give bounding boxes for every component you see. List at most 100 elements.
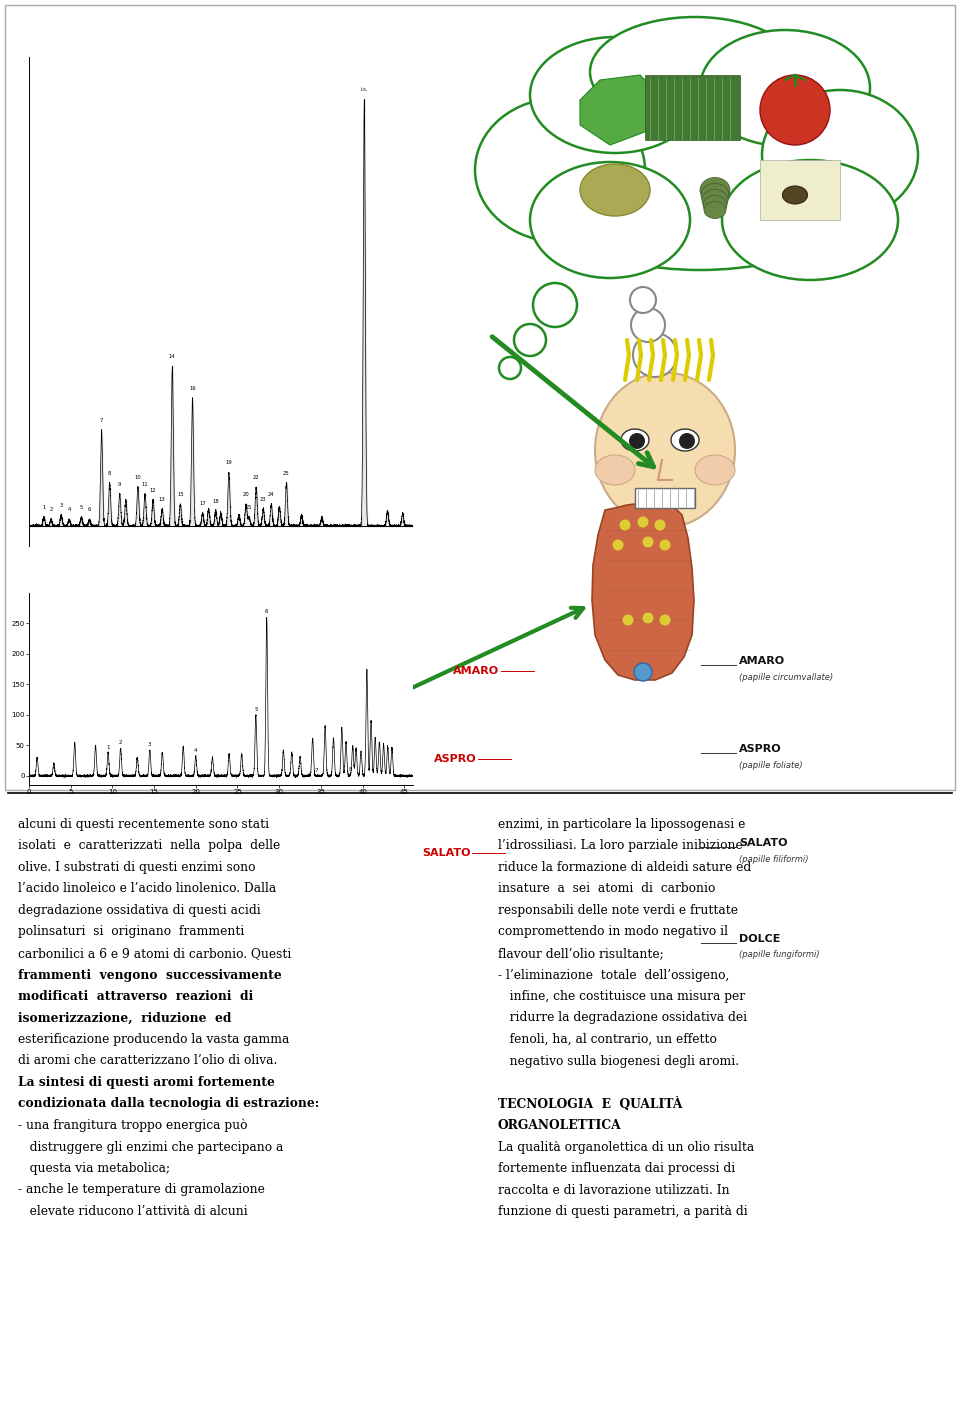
Text: flavour dell’olio risultante;: flavour dell’olio risultante; — [498, 947, 663, 960]
Text: - una frangitura troppo energica può: - una frangitura troppo energica può — [18, 1119, 248, 1132]
Text: l’idrossiliasi. La loro parziale inibizione: l’idrossiliasi. La loro parziale inibizi… — [498, 839, 743, 853]
Text: 24: 24 — [268, 492, 275, 498]
Circle shape — [533, 283, 577, 327]
Circle shape — [619, 519, 631, 530]
Text: carbonilici a 6 e 9 atomi di carbonio. Questi: carbonilici a 6 e 9 atomi di carbonio. Q… — [18, 947, 292, 960]
Text: fortemente influenzata dai processi di: fortemente influenzata dai processi di — [498, 1162, 735, 1175]
Text: compromettendo in modo negativo il: compromettendo in modo negativo il — [498, 926, 728, 939]
Ellipse shape — [580, 164, 650, 216]
Circle shape — [612, 539, 623, 550]
Circle shape — [660, 614, 670, 626]
Text: 25: 25 — [283, 471, 290, 476]
Text: 21: 21 — [246, 505, 252, 510]
Polygon shape — [592, 503, 694, 680]
Text: olive. I substrati di questi enzimi sono: olive. I substrati di questi enzimi sono — [18, 860, 255, 875]
Ellipse shape — [530, 37, 700, 154]
Text: 22: 22 — [252, 475, 259, 481]
Text: raccolta e di lavorazione utilizzati. In: raccolta e di lavorazione utilizzati. In — [498, 1183, 730, 1196]
Text: 19: 19 — [226, 461, 232, 465]
Text: infine, che costituisce una misura per: infine, che costituisce una misura per — [498, 990, 745, 1003]
Text: 7: 7 — [100, 418, 104, 422]
FancyBboxPatch shape — [760, 161, 840, 220]
Ellipse shape — [530, 162, 690, 277]
Text: AMARO: AMARO — [453, 665, 499, 677]
Circle shape — [679, 434, 695, 449]
Text: 4: 4 — [67, 508, 71, 512]
Ellipse shape — [762, 90, 918, 220]
Text: 17: 17 — [200, 501, 206, 506]
Circle shape — [655, 519, 665, 530]
Text: ASPRO: ASPRO — [434, 754, 476, 765]
Ellipse shape — [595, 455, 635, 485]
Ellipse shape — [621, 429, 649, 451]
FancyBboxPatch shape — [5, 6, 955, 791]
Text: responsabili delle note verdi e fruttate: responsabili delle note verdi e fruttate — [498, 904, 738, 917]
Text: 13: 13 — [158, 496, 165, 502]
Text: - anche le temperature di gramolazione: - anche le temperature di gramolazione — [18, 1183, 265, 1196]
Circle shape — [637, 516, 649, 528]
Text: composti volatili: composti volatili — [108, 412, 276, 429]
Text: 23: 23 — [260, 496, 267, 502]
Text: 3: 3 — [148, 742, 152, 747]
Text: 2: 2 — [49, 508, 53, 512]
Text: SALATO: SALATO — [739, 838, 788, 849]
FancyBboxPatch shape — [635, 488, 695, 508]
Text: SALATO: SALATO — [421, 848, 470, 859]
Ellipse shape — [700, 30, 870, 146]
Ellipse shape — [695, 455, 735, 485]
Ellipse shape — [704, 202, 726, 219]
Text: distruggere gli enzimi che partecipano a: distruggere gli enzimi che partecipano a — [18, 1140, 283, 1153]
Text: isomerizzazione,  riduzione  ed: isomerizzazione, riduzione ed — [18, 1011, 231, 1024]
Ellipse shape — [700, 178, 730, 202]
Text: 1: 1 — [107, 745, 109, 749]
Text: enzimi, in particolare la lipossogenasi e: enzimi, in particolare la lipossogenasi … — [498, 818, 745, 830]
Text: 6: 6 — [87, 508, 91, 512]
Text: 3: 3 — [60, 503, 62, 508]
Circle shape — [631, 309, 665, 343]
Circle shape — [760, 75, 830, 145]
FancyBboxPatch shape — [645, 75, 740, 139]
Text: 7: 7 — [315, 768, 319, 772]
Text: (papille circumvallate): (papille circumvallate) — [739, 673, 833, 681]
Text: 20: 20 — [243, 492, 250, 498]
Text: 8: 8 — [108, 471, 111, 476]
Ellipse shape — [701, 183, 729, 206]
Text: 5: 5 — [254, 707, 257, 712]
Text: 10: 10 — [134, 475, 141, 481]
Text: 6: 6 — [265, 609, 269, 614]
Text: fenoli, ha, al contrario, un effetto: fenoli, ha, al contrario, un effetto — [498, 1032, 717, 1047]
Text: funzione di questi parametri, a parità di: funzione di questi parametri, a parità d… — [498, 1204, 748, 1219]
Circle shape — [629, 434, 645, 449]
Text: 12: 12 — [150, 488, 156, 493]
Ellipse shape — [475, 98, 645, 242]
Circle shape — [514, 324, 546, 356]
Circle shape — [642, 536, 654, 547]
Text: questa via metabolica;: questa via metabolica; — [18, 1162, 170, 1175]
Text: La qualità organolettica di un olio risulta: La qualità organolettica di un olio risu… — [498, 1140, 755, 1153]
Text: negativo sulla biogenesi degli aromi.: negativo sulla biogenesi degli aromi. — [498, 1055, 739, 1068]
Circle shape — [642, 613, 654, 623]
Text: 16: 16 — [189, 385, 196, 391]
Text: DOLCE: DOLCE — [739, 933, 780, 944]
Text: 4: 4 — [194, 748, 198, 754]
Ellipse shape — [702, 189, 728, 210]
Text: 14: 14 — [169, 354, 176, 358]
Text: composti fenolici: composti fenolici — [106, 725, 278, 744]
Text: i.s.: i.s. — [361, 87, 368, 92]
Text: (papille foliate): (papille foliate) — [739, 761, 803, 769]
Ellipse shape — [782, 186, 807, 203]
Circle shape — [634, 663, 652, 681]
Text: 8: 8 — [348, 768, 352, 772]
Text: (papille fungiformi): (papille fungiformi) — [739, 950, 820, 958]
Ellipse shape — [671, 429, 699, 451]
Text: 11: 11 — [142, 482, 149, 486]
Ellipse shape — [505, 60, 895, 270]
Text: frammenti  vengono  successivamente: frammenti vengono successivamente — [18, 968, 281, 981]
Circle shape — [499, 357, 521, 380]
Ellipse shape — [703, 195, 727, 215]
Text: riduce la formazione di aldeidi sature ed: riduce la formazione di aldeidi sature e… — [498, 860, 752, 875]
Circle shape — [633, 333, 677, 377]
Text: (papille filiformi): (papille filiformi) — [739, 855, 808, 863]
Text: degradazione ossidativa di questi acidi: degradazione ossidativa di questi acidi — [18, 904, 261, 917]
Text: modificati  attraverso  reazioni  di: modificati attraverso reazioni di — [18, 990, 253, 1003]
